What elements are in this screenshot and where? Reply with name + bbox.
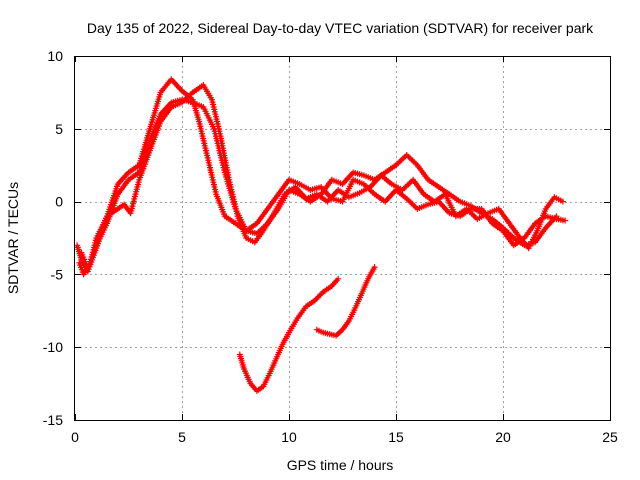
- chart-title: Day 135 of 2022, Sidereal Day-to-day VTE…: [87, 20, 594, 36]
- y-tick-label: -10: [43, 339, 63, 355]
- grid-layer: [75, 56, 610, 420]
- x-tick-label: 15: [388, 429, 404, 445]
- series-trace-b: [76, 82, 566, 278]
- y-tick-label: 5: [55, 121, 63, 137]
- series-line: [75, 77, 566, 273]
- plus-markers: [78, 96, 560, 272]
- data-layer: [74, 76, 569, 394]
- tick-layer: 0 5 10 15 20 25 -15 -10 -5 0 5 10: [43, 48, 618, 445]
- plus-markers: [236, 275, 342, 394]
- y-tick-label: -5: [51, 266, 64, 282]
- series-trace-d: [236, 275, 342, 394]
- series-trace-a: [74, 76, 569, 275]
- x-tick-label: 25: [602, 429, 618, 445]
- y-axis-label: SDTVAR / TECUs: [5, 182, 21, 294]
- y-tick-label: 10: [47, 48, 63, 64]
- x-tick-label: 0: [71, 429, 79, 445]
- x-tick-label: 5: [178, 429, 186, 445]
- plus-markers: [74, 76, 569, 275]
- series-trace-c: [78, 96, 560, 272]
- plus-markers: [313, 264, 378, 339]
- x-tick-label: 20: [495, 429, 511, 445]
- y-tick-label: 0: [55, 194, 63, 210]
- series-trace-e: [313, 264, 378, 339]
- plot-frame: [74, 56, 611, 421]
- x-axis-label: GPS time / hours: [287, 457, 394, 473]
- x-tick-label: 10: [281, 429, 297, 445]
- plus-markers: [76, 82, 566, 278]
- y-tick-label: -15: [43, 412, 63, 428]
- series-line: [80, 98, 558, 271]
